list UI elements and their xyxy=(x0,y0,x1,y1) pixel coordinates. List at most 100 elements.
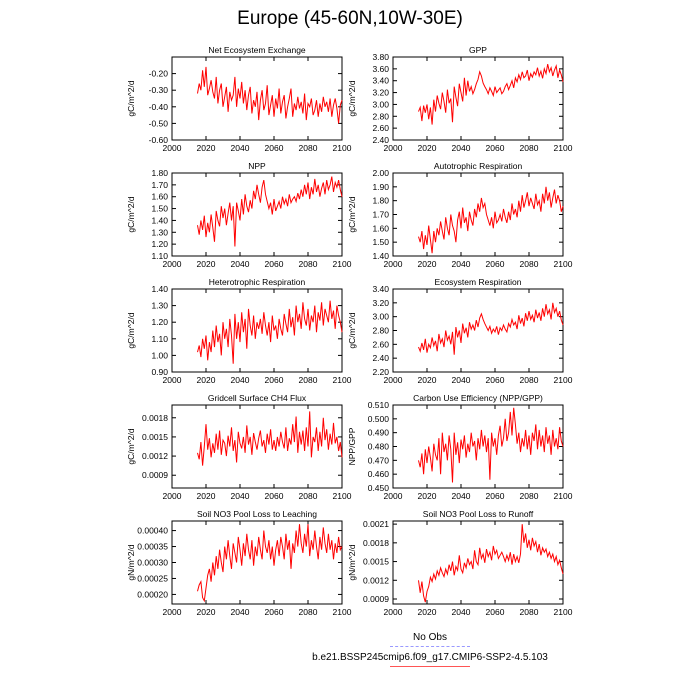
panel-title: Ecosystem Respiration xyxy=(435,277,522,287)
x-tick-label: 2080 xyxy=(520,375,539,385)
legend-obs-line xyxy=(390,646,470,647)
y-tick-label: 0.00040 xyxy=(137,526,168,536)
x-tick-label: 2020 xyxy=(197,259,216,269)
y-tick-label: 1.40 xyxy=(151,215,168,225)
y-tick-label: 0.00020 xyxy=(137,589,168,599)
x-tick-label: 2040 xyxy=(231,143,250,153)
panel-5: Heterotrophic Respiration 2000 2020 2040 206… xyxy=(126,277,352,385)
x-tick-label: 2080 xyxy=(299,143,318,153)
x-tick-label: 2060 xyxy=(265,259,284,269)
series-line xyxy=(197,411,343,466)
x-tick-label: 2020 xyxy=(197,607,216,617)
x-tick-label: 2060 xyxy=(486,259,505,269)
y-tick-label: 1.30 xyxy=(151,301,168,311)
y-tick-label: 1.40 xyxy=(151,284,168,294)
x-tick-label: 2040 xyxy=(231,375,250,385)
x-tick-label: 2040 xyxy=(452,259,471,269)
x-tick-label: 2020 xyxy=(197,491,216,501)
x-tick-label: 2040 xyxy=(452,607,471,617)
panel-title: Heterotrophic Respiration xyxy=(209,277,306,287)
x-tick-label: 2060 xyxy=(486,143,505,153)
panel-7: Gridcell Surface CH4 Flux 2000 2020 2040 206… xyxy=(126,393,352,501)
y-axis-label: gC/m^2/d xyxy=(126,312,136,348)
y-tick-label: 1.70 xyxy=(372,210,389,220)
series-line xyxy=(418,302,564,355)
x-tick-label: 2080 xyxy=(299,607,318,617)
x-tick-label: 2000 xyxy=(163,491,182,501)
y-tick-label: 0.0021 xyxy=(363,519,389,529)
x-tick-label: 2020 xyxy=(197,143,216,153)
x-tick-label: 2060 xyxy=(486,375,505,385)
panel-9: Soil NO3 Pool Loss to Leaching 2000 2020 20… xyxy=(126,509,352,617)
x-tick-label: 2100 xyxy=(333,143,352,153)
panel-title: Gridcell Surface CH4 Flux xyxy=(208,393,307,403)
x-tick-label: 2040 xyxy=(452,491,471,501)
x-tick-label: 2000 xyxy=(384,491,403,501)
x-tick-label: 2020 xyxy=(418,607,437,617)
x-tick-label: 2100 xyxy=(554,375,573,385)
y-tick-label: 1.90 xyxy=(372,182,389,192)
x-tick-label: 2080 xyxy=(299,375,318,385)
panel-4: Autotrophic Respiration 2000 2020 2040 2060 2… xyxy=(347,161,573,269)
x-tick-label: 2080 xyxy=(520,607,539,617)
x-tick-label: 2100 xyxy=(554,607,573,617)
panel-1: Net Ecosystem Exchange 2000 2020 2040 2060 20… xyxy=(126,45,352,153)
panel-frame xyxy=(392,288,564,373)
x-tick-label: 2000 xyxy=(163,375,182,385)
y-tick-label: 2.60 xyxy=(372,339,389,349)
x-tick-label: 2060 xyxy=(486,491,505,501)
x-tick-label: 2040 xyxy=(231,607,250,617)
panel-frame xyxy=(392,172,564,257)
y-axis-label: gN/m^2/d xyxy=(126,544,136,580)
x-tick-label: 2000 xyxy=(163,259,182,269)
y-tick-label: 3.20 xyxy=(372,298,389,308)
panel-frame xyxy=(392,56,564,141)
y-tick-label: 0.510 xyxy=(368,400,390,410)
y-tick-label: 2.20 xyxy=(372,367,389,377)
y-tick-label: 0.0018 xyxy=(363,538,389,548)
y-tick-label: 0.90 xyxy=(151,367,168,377)
x-tick-label: 2000 xyxy=(163,607,182,617)
x-tick-label: 2020 xyxy=(418,375,437,385)
y-tick-label: 0.00035 xyxy=(137,542,168,552)
x-tick-label: 2040 xyxy=(231,259,250,269)
page-title: Europe (45-60N,10W-30E) xyxy=(237,8,463,29)
series-line xyxy=(197,300,343,364)
x-tick-label: 2040 xyxy=(452,143,471,153)
x-tick-label: 2100 xyxy=(333,491,352,501)
y-tick-label: 3.40 xyxy=(372,76,389,86)
panel-title: Soil NO3 Pool Loss to Leaching xyxy=(197,509,317,519)
y-tick-label: 3.20 xyxy=(372,88,389,98)
x-tick-label: 2000 xyxy=(163,143,182,153)
y-tick-label: 1.50 xyxy=(151,204,168,214)
y-tick-label: 2.40 xyxy=(372,135,389,145)
y-tick-label: 0.460 xyxy=(368,469,390,479)
y-tick-label: 1.30 xyxy=(151,227,168,237)
y-tick-label: 1.20 xyxy=(151,239,168,249)
y-axis-label: gN/m^2/d xyxy=(347,544,357,580)
y-tick-label: -0.50 xyxy=(149,118,169,128)
series-line xyxy=(197,524,343,603)
series-line xyxy=(197,176,343,247)
y-tick-label: 2.60 xyxy=(372,123,389,133)
y-tick-label: 1.80 xyxy=(372,196,389,206)
series-line xyxy=(197,66,343,124)
legend-obs-label: No Obs xyxy=(413,632,447,643)
x-tick-label: 2080 xyxy=(520,143,539,153)
y-tick-label: 1.40 xyxy=(372,251,389,261)
legend-model-line xyxy=(390,666,470,667)
x-tick-label: 2040 xyxy=(231,491,250,501)
y-tick-label: 1.10 xyxy=(151,334,168,344)
y-tick-label: 0.0012 xyxy=(142,451,168,461)
x-tick-label: 2100 xyxy=(554,259,573,269)
y-tick-label: 0.500 xyxy=(368,414,390,424)
y-axis-label: gC/m^2/d xyxy=(347,196,357,232)
y-tick-label: 0.0015 xyxy=(363,557,389,567)
x-tick-label: 2060 xyxy=(265,491,284,501)
y-axis-label: gC/m^2/d xyxy=(347,80,357,116)
x-tick-label: 2080 xyxy=(520,259,539,269)
x-tick-label: 2100 xyxy=(554,491,573,501)
panel-title: Autotrophic Respiration xyxy=(434,161,523,171)
x-tick-label: 2000 xyxy=(384,607,403,617)
panel-frame xyxy=(392,520,564,605)
